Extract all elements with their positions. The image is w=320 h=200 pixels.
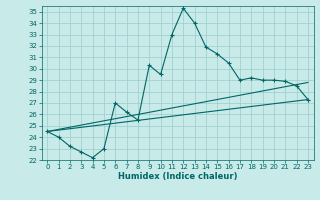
X-axis label: Humidex (Indice chaleur): Humidex (Indice chaleur) xyxy=(118,172,237,181)
